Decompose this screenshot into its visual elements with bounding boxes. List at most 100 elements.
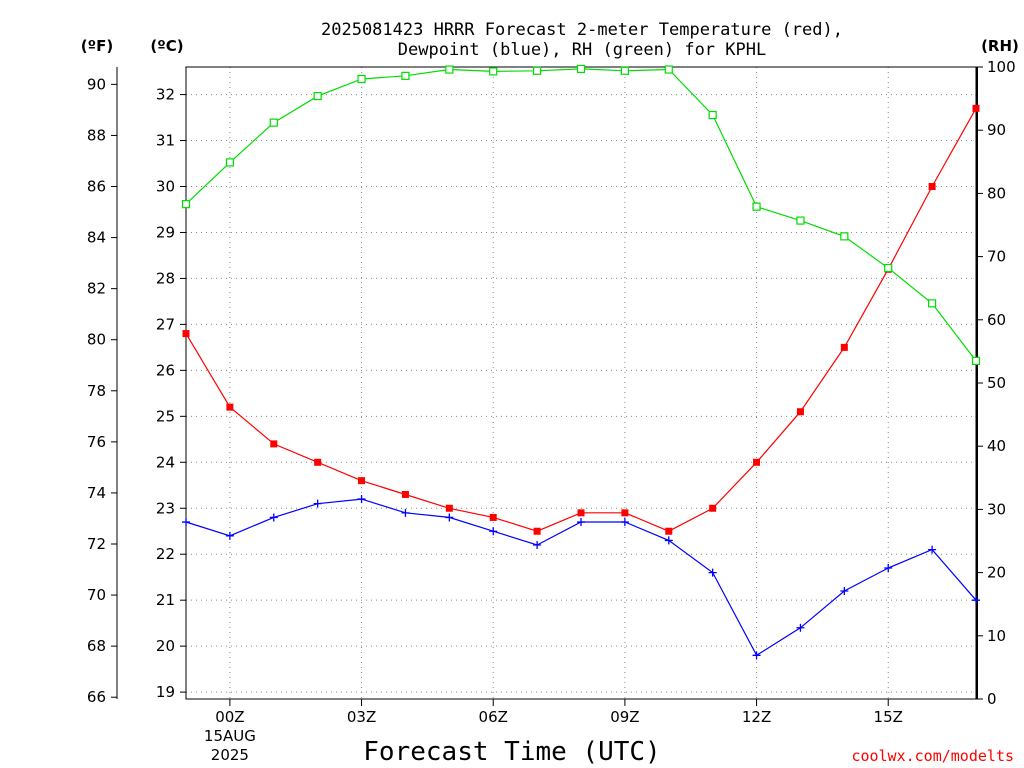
rh-point bbox=[708, 110, 717, 120]
rh-point bbox=[445, 65, 454, 74]
dewpoint-point bbox=[840, 586, 849, 595]
celsius-axis-label: (ºC) bbox=[150, 37, 183, 55]
temperature-point bbox=[753, 458, 761, 466]
fahrenheit-tick-label: 76 bbox=[87, 433, 106, 451]
x-tick-label: 09Z bbox=[610, 708, 639, 726]
fahrenheit-tick-label: 72 bbox=[87, 535, 106, 553]
temperature-point bbox=[401, 490, 409, 498]
dewpoint-point bbox=[489, 527, 498, 536]
rh-point bbox=[576, 64, 586, 73]
grid-lines bbox=[186, 67, 976, 699]
celsius-tick-label: 25 bbox=[156, 407, 175, 425]
rh-axis-label: (RH) bbox=[981, 37, 1019, 55]
rh-tick-label: 20 bbox=[987, 564, 1006, 582]
dewpoint-point bbox=[620, 518, 629, 527]
chart-title-line2: Dewpoint (blue), RH (green) for KPHL bbox=[398, 40, 766, 60]
temperature-point bbox=[928, 183, 936, 191]
x-axis-title: Forecast Time (UTC) bbox=[363, 737, 660, 767]
dewpoint-point bbox=[313, 499, 322, 508]
chart-title-line1: 2025081423 HRRR Forecast 2-meter Tempera… bbox=[321, 20, 843, 40]
dewpoint-point bbox=[928, 545, 937, 554]
celsius-tick-label: 22 bbox=[156, 545, 175, 563]
rh-point bbox=[796, 216, 805, 225]
temperature-point bbox=[533, 527, 541, 535]
temperature-point bbox=[577, 509, 585, 517]
rh-point bbox=[313, 91, 322, 101]
dewpoint-point bbox=[225, 531, 234, 540]
rh-tick-label: 0 bbox=[987, 690, 997, 708]
temperature-point bbox=[445, 504, 453, 512]
dewpoint-point bbox=[708, 568, 717, 577]
rh-series bbox=[181, 64, 981, 365]
celsius-tick-label: 23 bbox=[156, 499, 175, 517]
tick-labels: 66 68 70 72 74 76 78 80 82 84 86 88 90 19 20 21 22 23 24 25… bbox=[87, 58, 1016, 764]
celsius-tick-label: 21 bbox=[156, 591, 175, 609]
credit-text: coolwx.com/modelts bbox=[851, 747, 1014, 765]
temperature-point bbox=[709, 504, 717, 512]
fahrenheit-tick-label: 90 bbox=[87, 75, 106, 93]
dewpoint-point bbox=[401, 508, 410, 517]
data-series bbox=[181, 64, 981, 660]
fahrenheit-tick-label: 84 bbox=[87, 229, 106, 247]
rh-line bbox=[185, 68, 977, 362]
plot-frame bbox=[185, 66, 977, 700]
rh-point bbox=[489, 67, 498, 76]
temperature-point bbox=[182, 330, 190, 338]
fahrenheit-tick-label: 80 bbox=[87, 331, 106, 349]
temperature-point bbox=[314, 458, 322, 466]
rh-tick-label: 90 bbox=[987, 121, 1006, 139]
fahrenheit-tick-label: 70 bbox=[87, 586, 106, 604]
fahrenheit-axis-label: (ºF) bbox=[81, 37, 113, 55]
celsius-tick-label: 20 bbox=[156, 637, 175, 655]
rh-point bbox=[840, 232, 849, 241]
x-tick-label: 00Z bbox=[215, 708, 244, 726]
temperature-point bbox=[796, 408, 804, 416]
dewpoint-point bbox=[577, 518, 585, 527]
temperature-point bbox=[489, 513, 497, 521]
celsius-tick-label: 28 bbox=[156, 269, 175, 287]
rh-tick-label: 50 bbox=[987, 374, 1006, 392]
temperature-point bbox=[972, 104, 980, 112]
fahrenheit-tick-label: 88 bbox=[87, 126, 106, 144]
x-tick-year-label: 2025 bbox=[211, 746, 249, 764]
rh-point bbox=[181, 200, 191, 209]
celsius-tick-label: 31 bbox=[156, 132, 175, 150]
temperature-point bbox=[270, 440, 278, 448]
rh-tick-label: 80 bbox=[987, 184, 1006, 202]
fahrenheit-tick-label: 68 bbox=[87, 637, 106, 655]
fahrenheit-tick-label: 86 bbox=[87, 178, 106, 196]
rh-tick-label: 30 bbox=[987, 500, 1006, 518]
rh-point bbox=[357, 74, 366, 84]
rh-point bbox=[269, 118, 278, 127]
dewpoint-point bbox=[664, 536, 673, 545]
dewpoint-point bbox=[445, 513, 454, 522]
rh-point bbox=[971, 356, 981, 365]
celsius-tick-label: 26 bbox=[156, 361, 175, 379]
temperature-line bbox=[185, 108, 977, 532]
rh-point bbox=[533, 66, 542, 75]
dewpoint-point bbox=[884, 564, 893, 573]
x-tick-label: 15Z bbox=[874, 708, 903, 726]
celsius-tick-label: 24 bbox=[156, 453, 175, 471]
fahrenheit-tick-label: 66 bbox=[87, 688, 106, 706]
x-tick-label: 03Z bbox=[347, 708, 376, 726]
rh-point bbox=[752, 202, 761, 211]
dewpoint-point bbox=[972, 596, 980, 605]
fahrenheit-tick-label: 78 bbox=[87, 382, 106, 400]
fahrenheit-tick-label: 82 bbox=[87, 280, 106, 298]
rh-tick-label: 10 bbox=[987, 627, 1006, 645]
x-tick-label: 12Z bbox=[742, 708, 771, 726]
rh-point bbox=[620, 66, 629, 75]
temperature-point bbox=[665, 527, 673, 535]
dewpoint-point bbox=[752, 651, 761, 660]
celsius-tick-label: 27 bbox=[156, 315, 175, 333]
rh-tick-label: 60 bbox=[987, 311, 1006, 329]
rh-point bbox=[928, 299, 937, 308]
rh-point bbox=[225, 158, 234, 167]
temperature-point bbox=[621, 509, 629, 517]
dewpoint-point bbox=[269, 513, 278, 522]
rh-point bbox=[664, 65, 673, 74]
dewpoint-point bbox=[533, 541, 542, 550]
x-tick-label: 06Z bbox=[479, 708, 508, 726]
dewpoint-point bbox=[357, 495, 366, 504]
